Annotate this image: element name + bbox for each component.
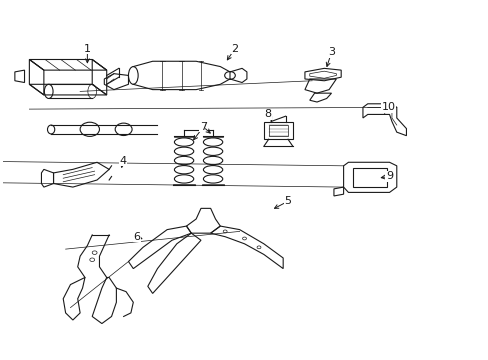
Text: 2: 2 — [231, 44, 238, 54]
Text: 1: 1 — [84, 44, 91, 54]
Text: 5: 5 — [284, 196, 291, 206]
Text: 3: 3 — [327, 48, 334, 57]
Text: 9: 9 — [385, 171, 392, 181]
Text: 8: 8 — [264, 109, 271, 120]
Text: 7: 7 — [200, 122, 206, 132]
Text: 6: 6 — [133, 232, 141, 242]
Text: 10: 10 — [381, 102, 395, 112]
Text: 4: 4 — [119, 156, 126, 166]
